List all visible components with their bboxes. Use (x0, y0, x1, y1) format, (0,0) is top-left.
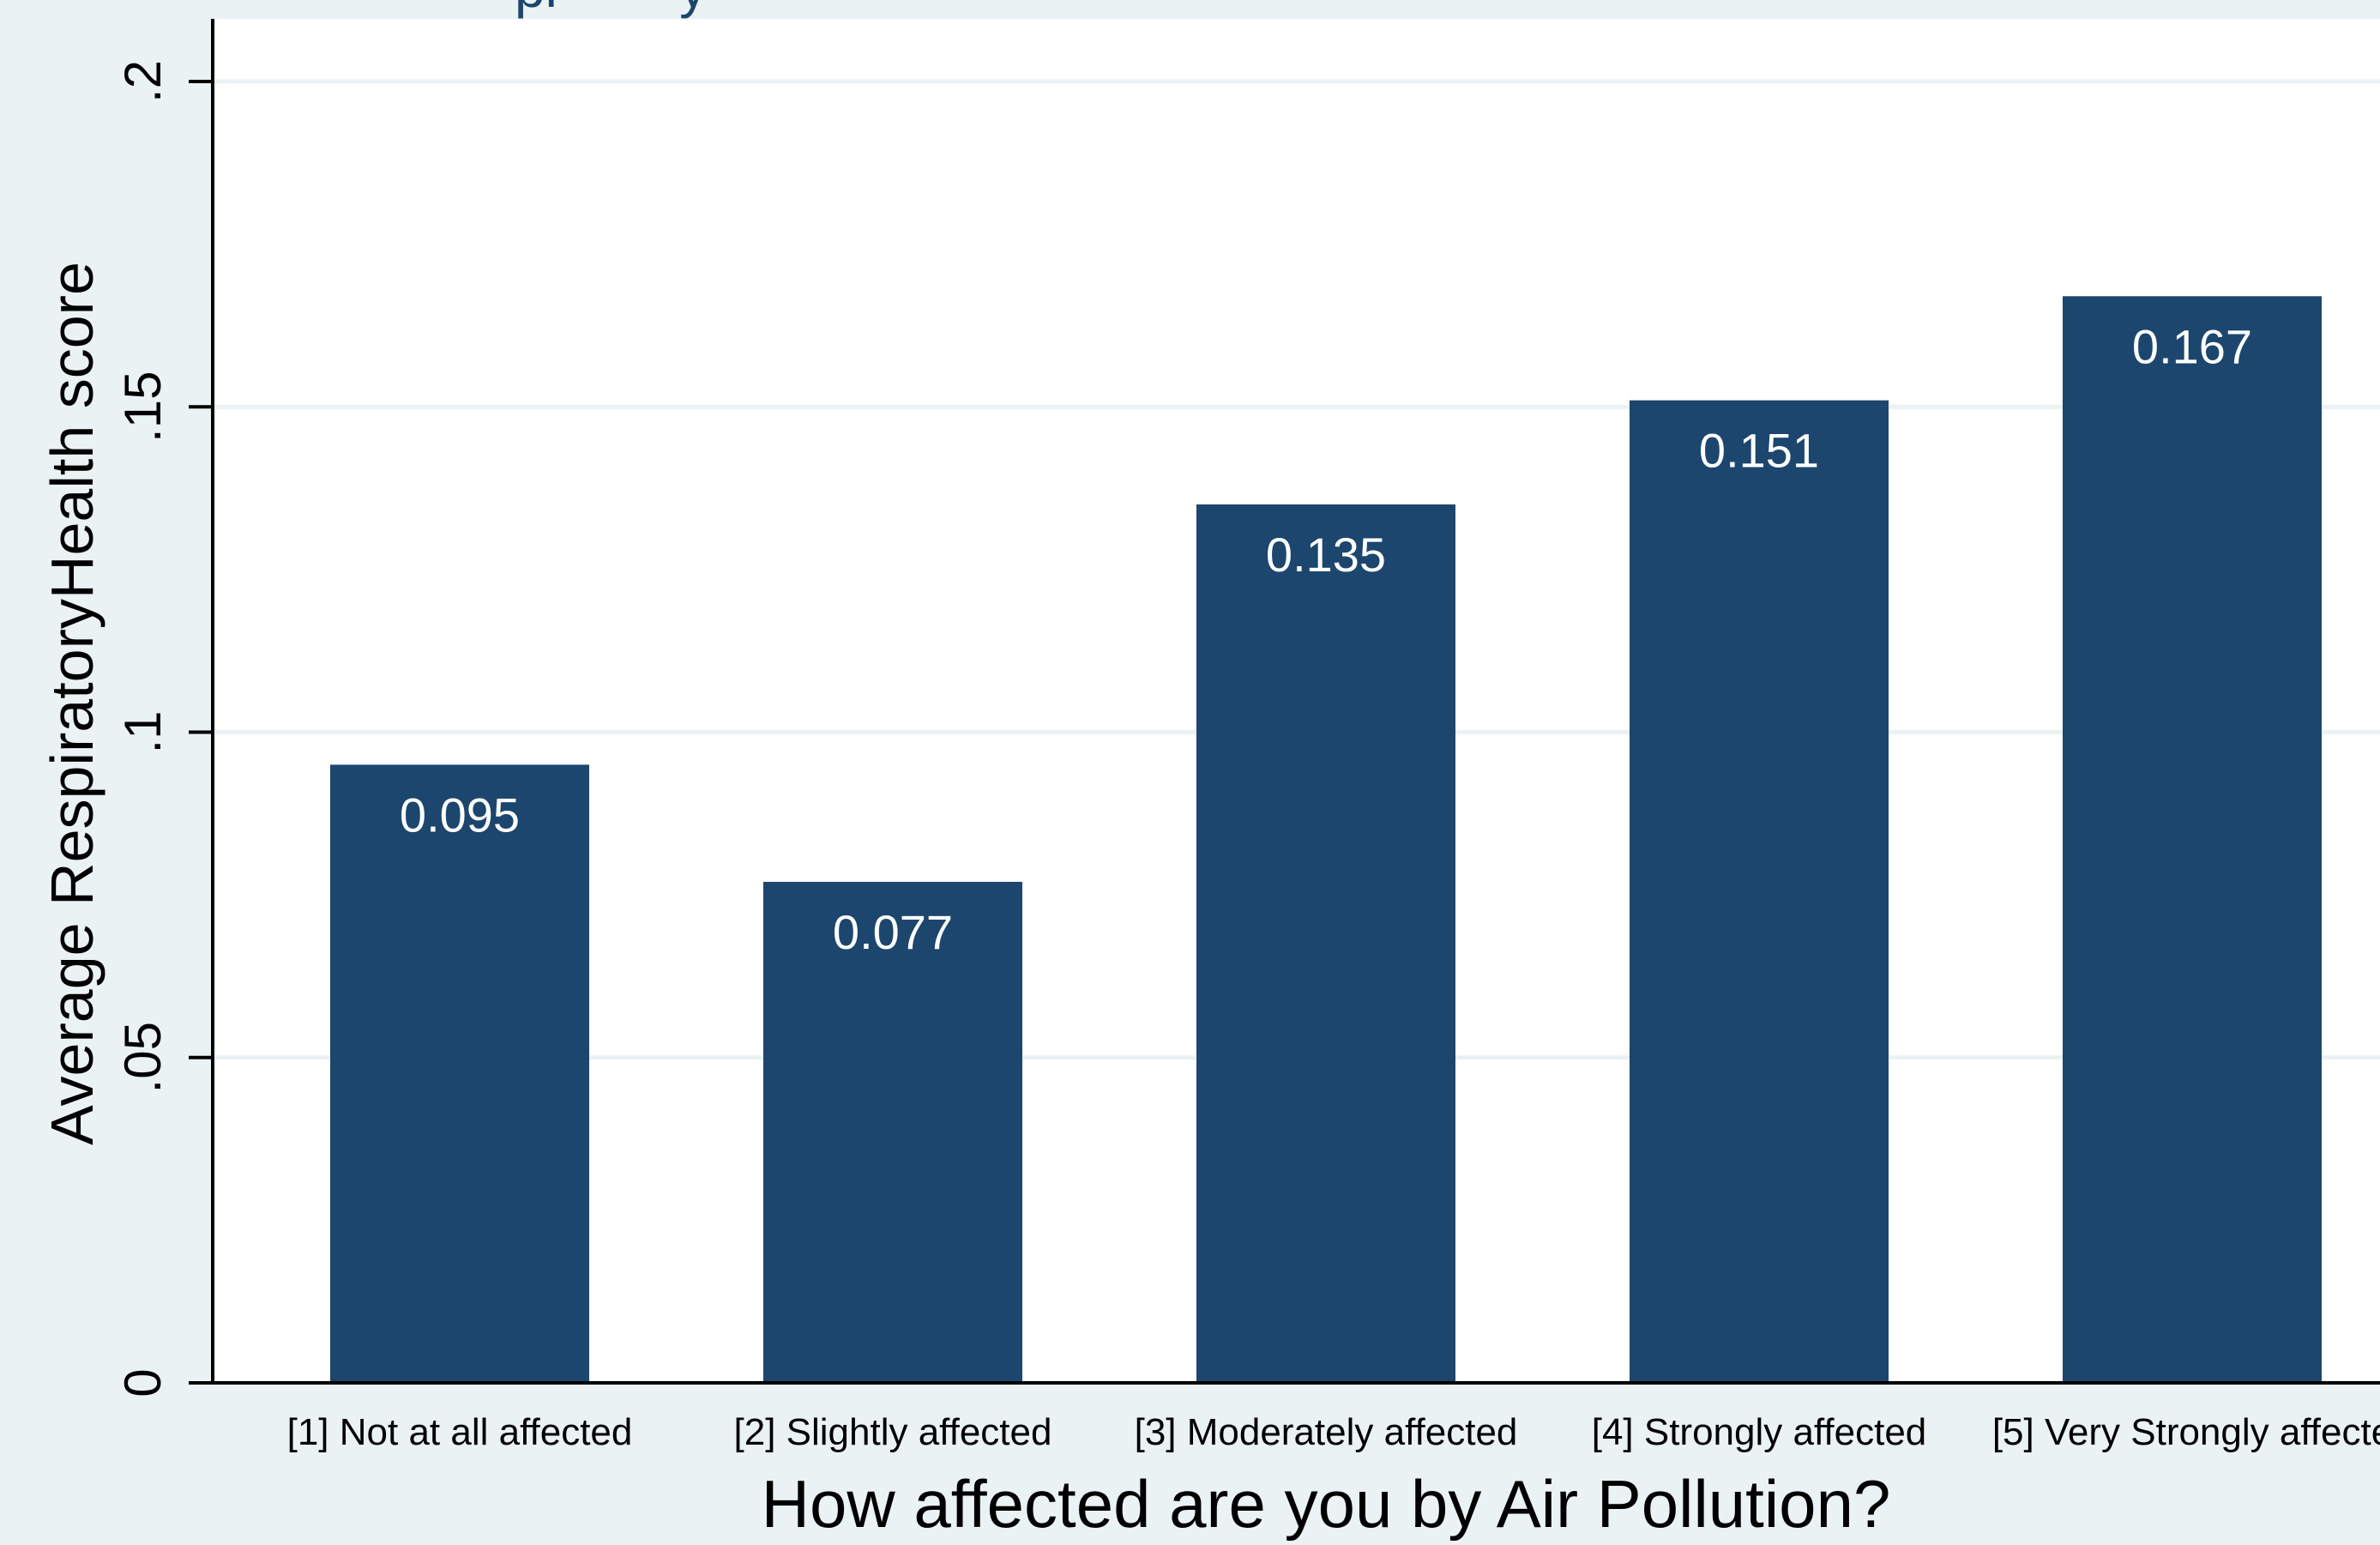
y-tick-label-3: .15 (114, 371, 172, 443)
bar-value-label-2: 0.077 (833, 905, 953, 959)
y-tick-label-1: .05 (114, 1022, 172, 1093)
bar-value-label-1: 0.095 (400, 788, 520, 842)
bars (330, 296, 2322, 1384)
bar-value-label-5: 0.167 (2132, 319, 2252, 373)
x-tick-label-2: [2] Slightly affected (734, 1411, 1052, 1453)
x-tick-label-3: [3] Moderately affected (1135, 1411, 1518, 1453)
bar-5 (2063, 296, 2322, 1384)
x-tick-label-1: [1] Not at all affected (287, 1411, 633, 1453)
bar-3 (1196, 504, 1455, 1383)
x-axis-tick-labels: [1] Not at all affected [2] Slightly affe… (287, 1411, 2380, 1453)
x-tick-label-5: [5] Very Strongly affecte (1992, 1411, 2380, 1453)
bar-2 (763, 881, 1022, 1383)
y-axis-title: Average RespiratoryHealth score (39, 262, 105, 1145)
chart-title-fragment: pi y (515, 0, 707, 19)
x-axis-title: How affected are you by Air Pollution? (762, 1466, 1891, 1541)
bar-value-label-3: 0.135 (1266, 528, 1386, 582)
y-tick-label-0: 0 (114, 1368, 172, 1397)
x-tick-label-4: [4] Strongly affected (1592, 1411, 1927, 1453)
y-axis-ticks: 0 .05 .1 .15 .2 (114, 60, 213, 1397)
bar-4 (1630, 400, 1889, 1383)
bar-1 (330, 764, 589, 1383)
y-tick-label-2: .1 (114, 710, 172, 753)
bar-value-labels: 0.095 0.077 0.135 0.151 0.167 (400, 319, 2252, 959)
bar-value-label-4: 0.151 (1699, 424, 1819, 478)
y-tick-label-4: .2 (114, 60, 172, 103)
